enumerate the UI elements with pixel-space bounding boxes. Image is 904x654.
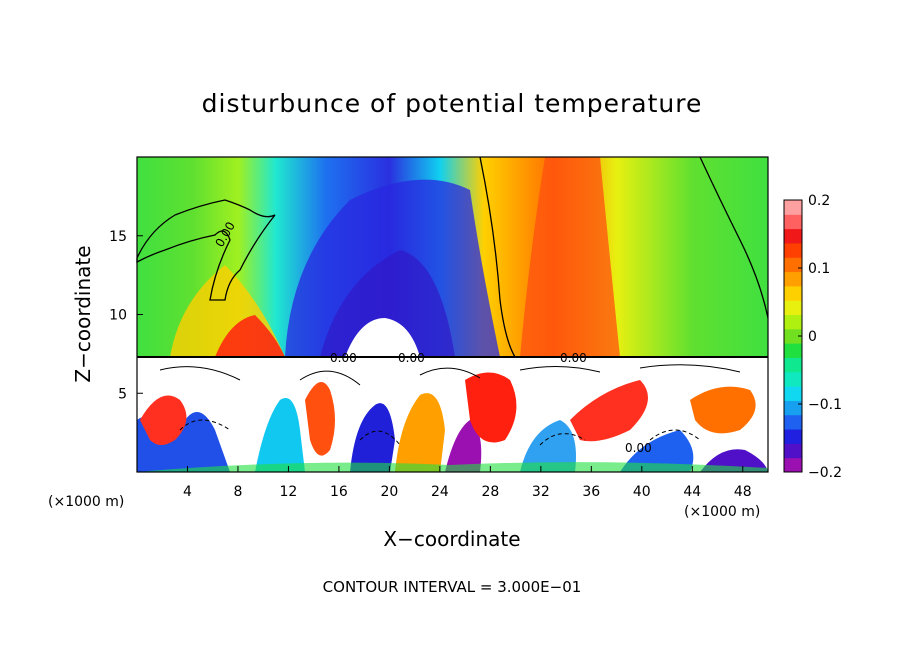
x-tick-label: 24 bbox=[431, 484, 449, 500]
colorbar-swatch bbox=[784, 285, 802, 301]
colorbar-swatch bbox=[784, 443, 802, 459]
x-tick-label: 32 bbox=[532, 484, 550, 500]
x-tick-label: 12 bbox=[280, 484, 298, 500]
x-unit-label-right: (×1000 m) bbox=[684, 504, 760, 520]
colorbar-ticks: 0.2 0.1 0 −0.1 −0.2 bbox=[798, 193, 842, 481]
y-tick-label: 10 bbox=[109, 308, 127, 324]
warm-core-left bbox=[215, 315, 285, 357]
colorbar-swatch bbox=[784, 228, 802, 244]
contour-label: 0.00 bbox=[625, 441, 652, 455]
x-unit-label-left: (×1000 m) bbox=[48, 494, 124, 510]
x-tick-label: 16 bbox=[330, 484, 348, 500]
colorbar-swatch bbox=[784, 414, 802, 430]
x-tick-label: 8 bbox=[233, 484, 242, 500]
colorbar-tick-label: −0.2 bbox=[808, 465, 842, 481]
plot-area bbox=[136, 156, 769, 473]
colorbar-swatch bbox=[784, 400, 802, 416]
colorbar-swatch bbox=[784, 214, 802, 230]
colorbar-swatch bbox=[784, 257, 802, 273]
y-tick-label: 5 bbox=[118, 386, 127, 402]
x-tick-label: 20 bbox=[380, 484, 398, 500]
colorbar-swatch bbox=[784, 242, 802, 258]
lower-turbulent-layer bbox=[137, 357, 768, 472]
colorbar-swatch bbox=[784, 314, 802, 330]
x-axis-title: X−coordinate bbox=[383, 527, 520, 551]
colorbar-swatch bbox=[784, 371, 802, 387]
y-axis-title: Z−coordinate bbox=[71, 245, 95, 382]
warm-region-right bbox=[520, 157, 620, 357]
colorbar-swatch bbox=[784, 457, 802, 473]
zero-contour-left bbox=[136, 199, 276, 301]
colorbar-swatch bbox=[784, 271, 802, 287]
contour-label: 0.00 bbox=[398, 351, 425, 365]
colorbar-swatch bbox=[784, 343, 802, 358]
colorbar-swatch bbox=[784, 357, 802, 373]
colorbar-tick-label: 0 bbox=[808, 329, 817, 345]
x-axis: 4 8 12 16 20 24 28 32 36 40 44 48 bbox=[183, 466, 752, 500]
colorbar bbox=[783, 199, 803, 473]
colorbar-swatch bbox=[784, 386, 802, 401]
cold-core bbox=[320, 250, 455, 357]
contour-label: 0.00 bbox=[560, 351, 587, 365]
x-tick-label: 4 bbox=[183, 484, 192, 500]
x-tick-label: 48 bbox=[734, 484, 752, 500]
white-dome bbox=[345, 318, 420, 357]
x-tick-label: 28 bbox=[481, 484, 499, 500]
x-tick-label: 36 bbox=[582, 484, 600, 500]
zero-contour-right bbox=[699, 156, 769, 319]
x-tick-label: 44 bbox=[683, 484, 701, 500]
colorbar-tick-label: 0.2 bbox=[808, 193, 830, 209]
colorbar-swatch bbox=[784, 429, 802, 444]
y-tick-label: 15 bbox=[109, 229, 127, 245]
chart-title: disturbunce of potential temperature bbox=[202, 89, 703, 118]
colorbar-swatch bbox=[784, 328, 802, 344]
contour-interval: CONTOUR INTERVAL = 3.000E−01 bbox=[323, 578, 582, 596]
colorbar-tick-label: −0.1 bbox=[808, 397, 842, 413]
zero-contour-mid bbox=[479, 156, 516, 358]
colorbar-swatch bbox=[784, 200, 802, 215]
y-axis: 5 10 15 bbox=[109, 229, 143, 402]
x-tick-label: 40 bbox=[633, 484, 651, 500]
colorbar-tick-label: 0.1 bbox=[808, 261, 830, 277]
contour-label: 0.00 bbox=[330, 351, 357, 365]
colorbar-swatch bbox=[784, 300, 802, 316]
